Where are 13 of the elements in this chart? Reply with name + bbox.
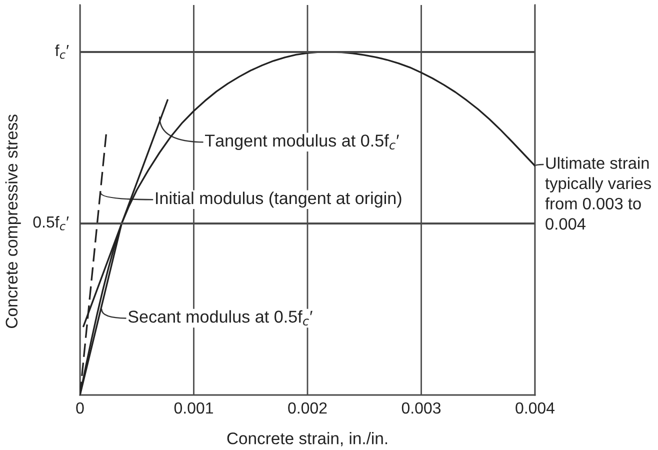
x-tick-label: 0 <box>76 402 84 414</box>
x-tick-label: 0.001 <box>174 402 213 414</box>
x-tick-label: 0.004 <box>516 402 555 414</box>
annotation: Secant modulus at 0.5f$_{c}$′ <box>128 310 312 326</box>
x-tick-label: 0.002 <box>288 402 327 414</box>
ref-line-label: 0.5f$_{c}$′ <box>33 216 69 230</box>
x-axis-title: Concrete strain, in./in. <box>227 432 388 446</box>
annotation: Tangent modulus at 0.5f$_{c}$′ <box>205 134 399 150</box>
annotation: Initial modulus (tangent at origin) <box>156 192 402 208</box>
annotation: Ultimate strain typically varies from 0.003 to 0.004 <box>545 156 651 230</box>
ref-line-label: f$_{c}$′ <box>55 44 69 59</box>
x-tick-label: 0.003 <box>402 402 441 414</box>
y-axis-title: Concrete compressive stress <box>5 114 21 328</box>
